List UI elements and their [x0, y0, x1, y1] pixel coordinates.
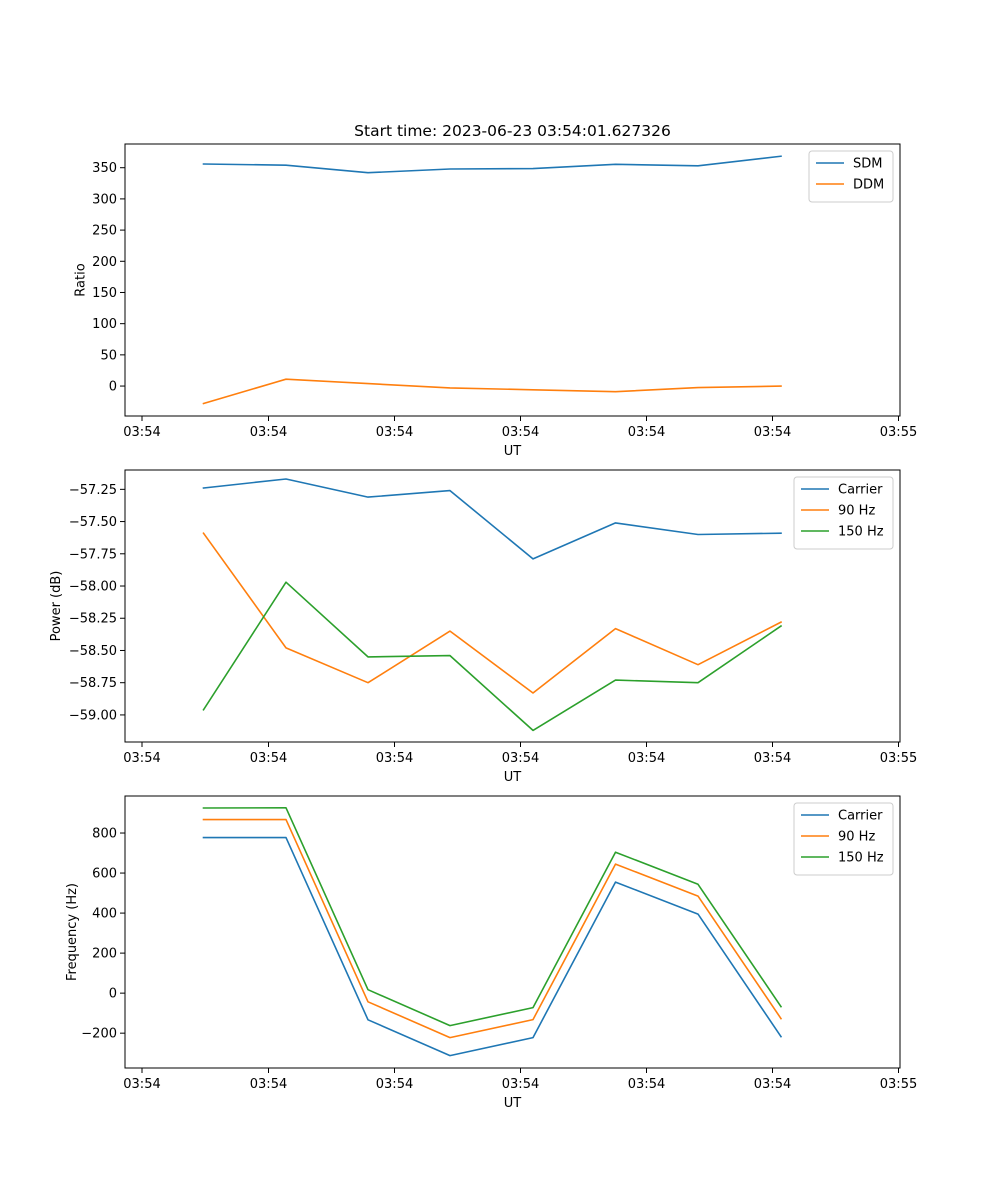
- power-legend-label: Carrier: [838, 483, 883, 498]
- ratio-series-sdm: [202, 155, 782, 174]
- ratio-x-tick-label: 03:54: [376, 425, 413, 440]
- ratio-x-tick-label: 03:55: [880, 425, 917, 440]
- ratio-y-tick-label: 100: [92, 317, 117, 332]
- frequency-series-150-hz: [202, 806, 783, 1027]
- power-x-tick-label: 03:54: [376, 751, 413, 766]
- ratio-x-tick-label: 03:54: [628, 425, 665, 440]
- power-y-tick-label: −58.50: [69, 644, 117, 659]
- power-axes-frame: [124, 469, 901, 743]
- power-x-axis-label: UT: [504, 770, 522, 785]
- ratio-y-tick-label: 50: [100, 348, 117, 363]
- ratio-x-axis-label: UT: [504, 444, 522, 459]
- ratio-y-tick-label: 200: [92, 255, 117, 270]
- ratio-x-tick-label: 03:54: [123, 425, 160, 440]
- frequency-x-tick-label: 03:55: [880, 1077, 917, 1092]
- frequency-x-tick-label: 03:54: [628, 1077, 665, 1092]
- frequency-legend-label: 90 Hz: [838, 830, 875, 845]
- frequency-y-tick-label: 800: [92, 827, 117, 842]
- frequency-series-carrier: [202, 836, 783, 1057]
- ratio-legend-label: DDM: [853, 178, 884, 193]
- frequency-x-tick-label: 03:54: [123, 1077, 160, 1092]
- frequency-y-tick-label: 600: [92, 867, 117, 882]
- ratio-y-tick-label: 0: [109, 380, 117, 395]
- power-y-axis-label: Power (dB): [49, 571, 64, 642]
- frequency-legend-label: Carrier: [838, 809, 883, 824]
- power-series-carrier: [202, 478, 782, 560]
- chart-title: Start time: 2023-06-23 03:54:01.627326: [354, 122, 671, 140]
- power-legend-label: 90 Hz: [838, 504, 875, 519]
- frequency-x-tick-label: 03:54: [376, 1077, 413, 1092]
- frequency-y-tick-label: 400: [92, 907, 117, 922]
- power-y-tick-label: −59.00: [69, 708, 117, 723]
- ratio-x-tick-label: 03:54: [502, 425, 539, 440]
- frequency-x-tick-label: 03:54: [250, 1077, 287, 1092]
- power-legend-label: 150 Hz: [838, 525, 884, 540]
- frequency-x-axis-label: UT: [504, 1096, 522, 1111]
- power-y-tick-label: −57.75: [69, 547, 117, 562]
- frequency-legend-label: 150 Hz: [838, 851, 884, 866]
- frequency-y-tick-label: −200: [81, 1027, 117, 1042]
- power-y-tick-label: −58.25: [69, 612, 117, 627]
- ratio-series-ddm: [202, 378, 782, 405]
- ratio-legend-label: SDM: [853, 157, 882, 172]
- ratio-y-axis-label: Ratio: [73, 263, 88, 296]
- ratio-axes-frame: [124, 143, 901, 417]
- ratio-y-tick-label: 150: [92, 286, 117, 301]
- power-y-tick-label: −57.50: [69, 515, 117, 530]
- power-x-tick-label: 03:55: [880, 751, 917, 766]
- ratio-y-tick-label: 350: [92, 161, 117, 176]
- power-x-tick-label: 03:54: [502, 751, 539, 766]
- power-series-150-hz: [202, 581, 783, 732]
- power-x-tick-label: 03:54: [628, 751, 665, 766]
- frequency-y-axis-label: Frequency (Hz): [65, 883, 80, 981]
- power-x-tick-label: 03:54: [250, 751, 287, 766]
- ratio-panel: 03:54 03:54 03:54 03:54 03:54 03:54 03:55 UT 0 50…: [73, 143, 917, 459]
- frequency-series-90-hz: [202, 818, 783, 1039]
- ratio-y-tick-label: 300: [92, 192, 117, 207]
- power-panel: 03:54 03:54 03:54 03:54 03:54 03:54 03:55 UT −59…: [49, 469, 917, 785]
- frequency-y-tick-label: 200: [92, 947, 117, 962]
- frequency-panel: 03:54 03:54 03:54 03:54 03:54 03:54 03:55 UT −20…: [65, 795, 917, 1111]
- power-y-tick-label: −58.75: [69, 676, 117, 691]
- frequency-x-tick-label: 03:54: [754, 1077, 791, 1092]
- ratio-x-tick-label: 03:54: [250, 425, 287, 440]
- frequency-y-tick-label: 0: [109, 987, 117, 1002]
- ratio-y-tick-label: 250: [92, 224, 117, 239]
- power-y-tick-label: −57.25: [69, 483, 117, 498]
- frequency-x-tick-label: 03:54: [502, 1077, 539, 1092]
- power-y-tick-label: −58.00: [69, 580, 117, 595]
- power-series-90-hz: [202, 532, 783, 694]
- power-x-tick-label: 03:54: [123, 751, 160, 766]
- power-x-tick-label: 03:54: [754, 751, 791, 766]
- frequency-axes-frame: [124, 795, 901, 1069]
- ratio-x-tick-label: 03:54: [754, 425, 791, 440]
